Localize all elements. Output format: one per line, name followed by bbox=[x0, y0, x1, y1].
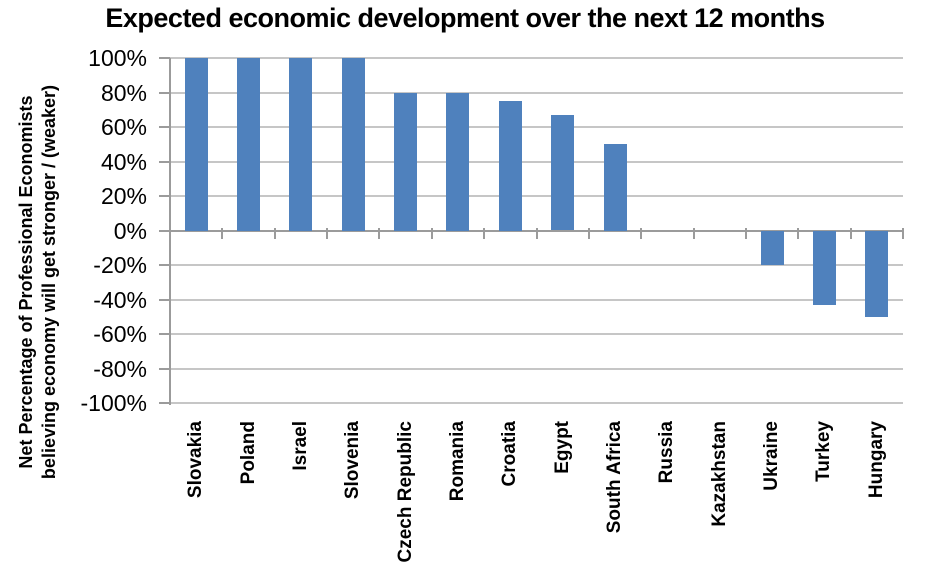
category-tick bbox=[483, 227, 486, 239]
y-tick-label: -20% bbox=[93, 252, 147, 278]
y-axis-tick bbox=[159, 298, 170, 301]
bar-hungary bbox=[865, 230, 889, 317]
x-label-slovenia: Slovenia bbox=[327, 421, 379, 581]
x-label-turkey: Turkey bbox=[798, 421, 850, 581]
bar-croatia bbox=[498, 101, 522, 231]
y-tick-label: -40% bbox=[93, 286, 147, 313]
category-tick bbox=[797, 227, 800, 239]
x-label-text: Croatia bbox=[499, 421, 521, 487]
y-tick-label: -100% bbox=[80, 390, 147, 416]
y-tick-label: 20% bbox=[100, 183, 147, 209]
category-tick bbox=[692, 227, 695, 239]
y-axis-tick bbox=[159, 91, 170, 94]
bar-egypt bbox=[551, 115, 575, 231]
x-label-text: Turkey bbox=[813, 421, 835, 482]
gridline bbox=[170, 195, 903, 197]
y-tick-label: -80% bbox=[93, 355, 147, 382]
category-tick bbox=[744, 227, 747, 239]
x-label-text: South Africa bbox=[604, 421, 626, 534]
category-tick bbox=[640, 227, 643, 239]
bar-turkey bbox=[812, 230, 836, 305]
x-label-text: Czech Republic bbox=[394, 421, 416, 563]
gridline bbox=[170, 57, 903, 59]
y-axis-tick bbox=[159, 195, 170, 197]
y-axis-tick bbox=[159, 367, 170, 370]
category-tick bbox=[326, 227, 329, 239]
x-label-russia: Russia bbox=[641, 421, 693, 581]
chart-title: Expected economic development over the n… bbox=[105, 3, 825, 33]
x-label-text: Slovenia bbox=[342, 421, 364, 500]
x-label-text: Ukraine bbox=[761, 421, 783, 491]
y-axis-tick bbox=[159, 229, 170, 232]
y-tick-label: 60% bbox=[100, 114, 147, 140]
x-label-croatia: Croatia bbox=[484, 421, 536, 581]
category-tick bbox=[535, 227, 538, 239]
category-tick bbox=[430, 227, 433, 239]
y-axis-tick bbox=[159, 402, 170, 404]
y-tick-label: 0% bbox=[113, 217, 147, 244]
bar-czech-republic bbox=[394, 92, 418, 231]
y-axis-tick bbox=[159, 333, 170, 335]
x-label-poland: Poland bbox=[222, 421, 274, 581]
x-label-egypt: Egypt bbox=[537, 421, 589, 581]
gridline bbox=[170, 402, 903, 404]
gridline bbox=[170, 298, 903, 301]
category-tick bbox=[273, 227, 276, 239]
gridline bbox=[170, 91, 903, 94]
x-label-text: Romania bbox=[446, 421, 468, 502]
x-label-romania: Romania bbox=[432, 421, 484, 581]
gridline bbox=[170, 264, 903, 266]
category-tick bbox=[587, 227, 590, 239]
bar-slovenia bbox=[341, 58, 365, 231]
bar-south-africa bbox=[603, 144, 627, 231]
category-tick bbox=[902, 227, 904, 239]
x-label-ukraine: Ukraine bbox=[746, 421, 798, 581]
x-label-south-africa: South Africa bbox=[589, 421, 641, 581]
gridline bbox=[170, 367, 903, 370]
y-tick-label: -60% bbox=[93, 321, 147, 347]
x-label-slovakia: Slovakia bbox=[170, 421, 222, 581]
x-label-israel: Israel bbox=[275, 421, 327, 581]
x-label-text: Israel bbox=[289, 421, 311, 471]
x-label-text: Hungary bbox=[865, 421, 887, 499]
x-label-text: Russia bbox=[656, 421, 678, 484]
y-axis-tick bbox=[159, 126, 170, 128]
y-axis-tick bbox=[159, 160, 170, 163]
bar-israel bbox=[289, 58, 313, 231]
x-label-hungary: Hungary bbox=[851, 421, 903, 581]
y-axis-tick bbox=[159, 264, 170, 266]
category-tick bbox=[849, 227, 852, 239]
x-label-text: Kazakhstan bbox=[708, 421, 730, 527]
category-tick bbox=[169, 227, 171, 239]
bar-ukraine bbox=[760, 230, 784, 265]
bar-poland bbox=[237, 58, 261, 231]
x-label-kazakhstan: Kazakhstan bbox=[694, 421, 746, 581]
bar-romania bbox=[446, 92, 470, 231]
x-label-text: Slovakia bbox=[185, 421, 207, 499]
gridline bbox=[170, 126, 903, 128]
y-tick-label: 100% bbox=[88, 45, 147, 71]
bar-slovakia bbox=[184, 58, 208, 231]
category-tick bbox=[221, 227, 224, 239]
y-tick-label: 40% bbox=[100, 148, 147, 175]
category-tick bbox=[378, 227, 381, 239]
gridline bbox=[170, 333, 903, 335]
x-label-text: Egypt bbox=[551, 421, 573, 474]
y-tick-label: 80% bbox=[100, 79, 147, 106]
gridline bbox=[170, 160, 903, 163]
x-label-text: Poland bbox=[237, 421, 259, 485]
y-axis-tick bbox=[159, 57, 170, 59]
x-label-czech-republic: Czech Republic bbox=[379, 421, 431, 581]
